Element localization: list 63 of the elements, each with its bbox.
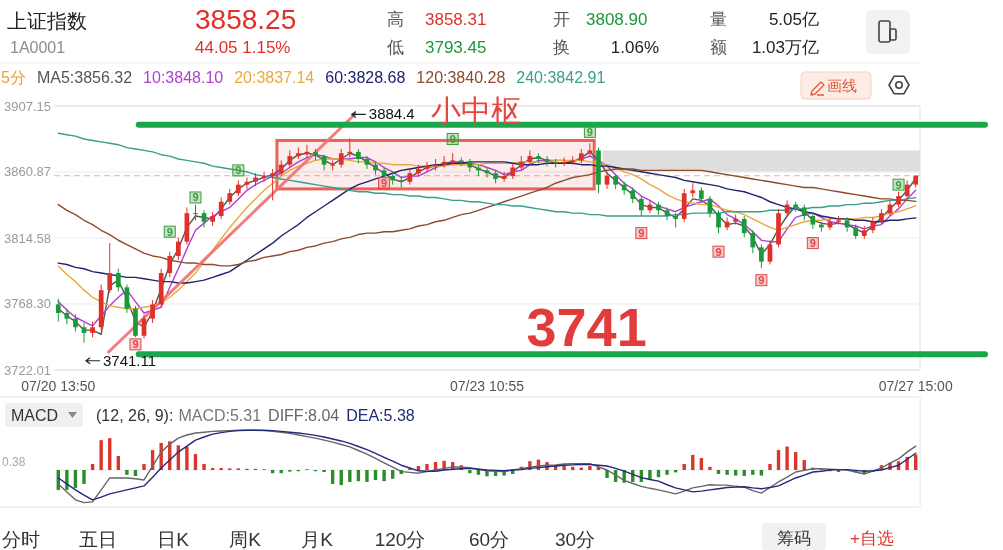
text: 120:3840.28	[416, 69, 506, 86]
text: 3858.31	[425, 10, 487, 29]
y-tick-label: 3907.15	[4, 98, 51, 114]
x-tick-label: 07/27 15:00	[878, 378, 953, 394]
text: 9	[166, 225, 173, 238]
x-tick-label: 07/23 10:55	[450, 378, 525, 394]
y-tick-label: 3814.58	[4, 230, 51, 246]
text: 240:3842.91	[516, 69, 606, 86]
text: 换	[553, 38, 570, 57]
text: 3808.90	[586, 10, 648, 29]
text: 1A0001	[10, 39, 66, 56]
text: 9	[758, 274, 765, 287]
annotation: 3884.4	[368, 105, 415, 123]
series-label: 9	[809, 237, 816, 250]
text: 9	[638, 227, 645, 240]
text: 画线	[827, 77, 857, 94]
text: 量	[710, 10, 727, 29]
text: 分时	[2, 529, 40, 550]
text: 120分	[374, 529, 426, 550]
text: 开	[553, 10, 570, 29]
series-label: DEA:5.38	[346, 407, 415, 424]
y-tick-label: 3860.87	[4, 164, 51, 180]
text: 筹码	[777, 529, 811, 548]
y-tick-label: 3722.01	[4, 362, 51, 378]
text: 低	[387, 38, 404, 57]
text: 9	[449, 133, 456, 146]
text: 额	[710, 38, 727, 57]
text: 60:3828.68	[325, 69, 406, 86]
text: 60分	[468, 529, 510, 550]
annotation: 3741.11	[103, 351, 157, 369]
series-label: 9	[192, 191, 199, 204]
band-label: 小中枢	[430, 94, 521, 128]
text: 周K	[229, 529, 262, 550]
text: 月K	[301, 529, 334, 550]
text: 5.05亿	[768, 10, 819, 29]
x-tick-label: 07/20 13:50	[21, 378, 96, 394]
text: 9	[895, 178, 902, 191]
text: 日K	[157, 529, 190, 550]
text: 五日	[79, 529, 117, 550]
text: 9	[381, 177, 388, 190]
text: 3793.45	[425, 38, 487, 57]
text: +自选	[850, 529, 894, 548]
text: 30分	[554, 529, 596, 550]
annotation: 3741	[526, 297, 647, 357]
text: 20:3837.14	[234, 69, 315, 86]
text: 1.06%	[610, 38, 659, 57]
chart-title: MACD	[11, 407, 59, 424]
text: MA5:3856.32	[36, 69, 133, 86]
text: 上证指数	[7, 10, 87, 32]
text: 0.38	[2, 455, 26, 469]
series-label: DIFF:8.04	[268, 407, 340, 424]
y-tick-label: 3768.30	[4, 296, 51, 312]
text: 1.03万亿	[751, 38, 819, 57]
legend-title: 5分	[1, 69, 26, 86]
text: 9	[715, 245, 722, 258]
text: 3858.25	[195, 4, 297, 35]
text: 9	[586, 125, 593, 138]
text: 10:3848.10	[143, 69, 224, 86]
text: 高	[387, 10, 404, 29]
text: 44.05 1.15%	[195, 38, 291, 57]
chart-subtitle: (12, 26, 9):	[96, 407, 174, 424]
text: MACD:5.31	[178, 407, 262, 424]
text: 9	[132, 338, 139, 351]
